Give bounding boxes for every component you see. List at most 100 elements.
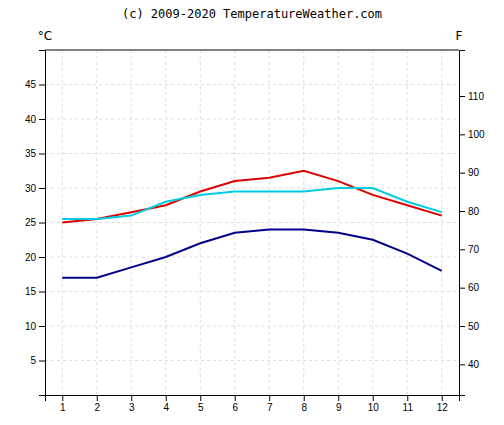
tick-label: 40: [25, 114, 37, 125]
y-axis: 5 10 15 20 25 30 35 40 45: [25, 51, 46, 396]
tick: 110: [459, 91, 484, 102]
tick-mark: [459, 326, 465, 327]
tick-mark: [39, 257, 45, 258]
y-axis-title: °C: [38, 29, 52, 43]
tick: 9: [336, 395, 342, 413]
axis-line: [39, 51, 46, 396]
tick-mark: [459, 288, 465, 289]
tick-mark: [97, 395, 98, 401]
grid-line: [338, 50, 339, 395]
tick-mark: [459, 96, 465, 97]
frame-line: [45, 50, 459, 51]
tick-label: 7: [267, 402, 273, 413]
tick-mark: [62, 395, 63, 401]
tick-mark: [39, 85, 45, 86]
x-axis: 123456789101112: [46, 395, 460, 413]
tick-mark: [166, 395, 167, 401]
tick-mark: [269, 395, 270, 401]
tick-mark: [235, 395, 236, 401]
grid-line: [45, 291, 459, 292]
tick-label: 5: [30, 355, 36, 366]
tick: 3: [129, 395, 135, 413]
tick: 50: [459, 321, 480, 332]
chart: 1234567891011125101520253035404540506070…: [0, 0, 504, 425]
tick-label: 11: [403, 402, 414, 413]
tick: 4: [163, 395, 169, 413]
tick-label: 3: [129, 402, 135, 413]
tick-label: 35: [25, 148, 37, 159]
tick-mark: [459, 249, 465, 250]
tick-label: 50: [468, 321, 480, 332]
grid-line: [45, 119, 459, 120]
tick-label: 10: [25, 321, 37, 332]
tick-label: 40: [468, 359, 480, 370]
tick-mark: [442, 395, 443, 401]
tick-mark: [373, 395, 374, 401]
tick-mark: [459, 211, 465, 212]
tick-mark: [39, 119, 45, 120]
tick: 12: [437, 395, 449, 413]
series-line: [62, 171, 442, 223]
tick-label: 10: [368, 402, 380, 413]
tick-mark: [39, 292, 45, 293]
grid-line: [200, 50, 201, 395]
tick-label: 2: [94, 402, 100, 413]
series-line: [62, 188, 442, 219]
axis-line: [46, 396, 460, 402]
tick: 40: [25, 114, 45, 125]
tick-label: 4: [163, 402, 169, 413]
tick: 5: [30, 355, 45, 366]
tick-label: 60: [468, 282, 480, 293]
grid-line: [45, 257, 459, 258]
tick-label: 6: [232, 402, 238, 413]
grid-line: [96, 50, 97, 395]
tick-mark: [39, 154, 45, 155]
tick: 10: [368, 395, 380, 413]
tick-mark: [39, 326, 45, 327]
tick-mark: [39, 223, 45, 224]
tick-mark: [407, 395, 408, 401]
tick: 2: [94, 395, 100, 413]
tick: 11: [403, 395, 414, 413]
series-line: [62, 229, 442, 277]
tick-mark: [200, 395, 201, 401]
y2-axis: 40 50 60 70 80 90 100 110: [459, 51, 485, 396]
tick: 7: [267, 395, 273, 413]
tick: 20: [25, 252, 45, 263]
tick: 25: [25, 217, 45, 228]
tick-label: 45: [25, 79, 37, 90]
grid-line: [234, 50, 235, 395]
tick-mark: [39, 188, 45, 189]
tick: 90: [459, 167, 480, 178]
tick: 1: [60, 395, 66, 413]
tick: 30: [25, 183, 45, 194]
tick: 10: [25, 321, 45, 332]
series-group: [62, 171, 442, 278]
tick: 70: [459, 244, 480, 255]
tick-label: 5: [198, 402, 204, 413]
tick-label: 100: [468, 129, 485, 140]
tick: 80: [459, 206, 480, 217]
tick-label: 90: [468, 167, 480, 178]
tick: 100: [459, 129, 485, 140]
tick-label: 70: [468, 244, 480, 255]
grid-line: [45, 153, 459, 154]
tick-mark: [304, 395, 305, 401]
tick-mark: [459, 364, 465, 365]
tick-label: 30: [25, 183, 37, 194]
tick-mark: [459, 173, 465, 174]
tick: 15: [25, 286, 45, 297]
grid-line: [45, 360, 459, 361]
title: (c) 2009-2020 TemperatureWeather.com: [122, 7, 382, 21]
tick-label: 25: [25, 217, 37, 228]
tick-label: 9: [336, 402, 342, 413]
tick-label: 15: [25, 286, 37, 297]
tick: 40: [459, 359, 480, 370]
tick-label: 1: [60, 402, 66, 413]
grid-line: [45, 84, 459, 85]
tick-label: 80: [468, 206, 480, 217]
tick-label: 8: [301, 402, 307, 413]
grid-line: [372, 50, 373, 395]
grid-line: [45, 326, 459, 327]
grid-line: [45, 222, 459, 223]
